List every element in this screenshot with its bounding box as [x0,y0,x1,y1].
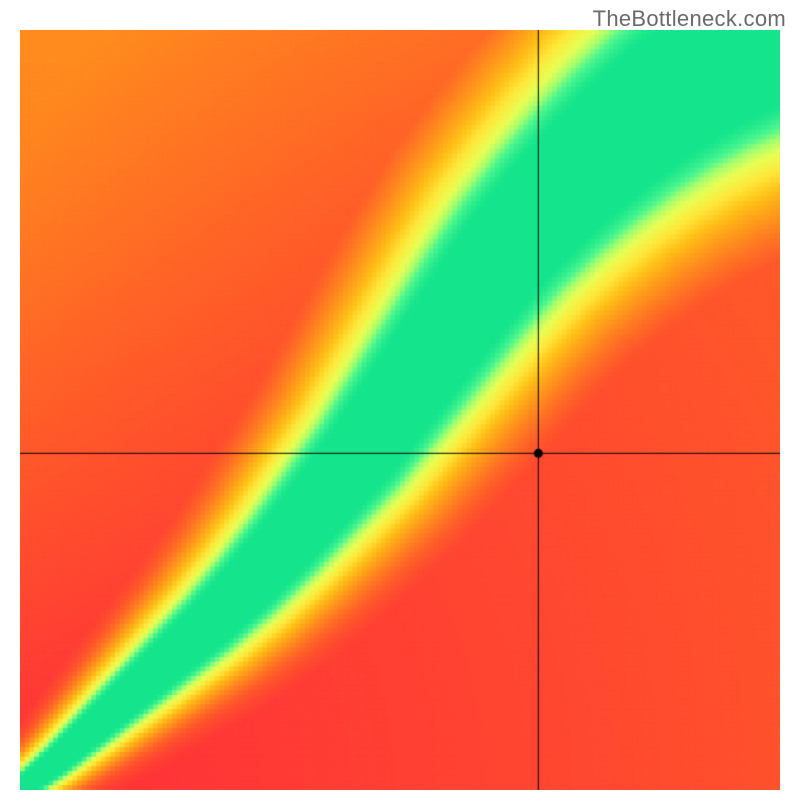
chart-container [20,30,780,790]
watermark-text: TheBottleneck.com [593,6,786,32]
bottleneck-heatmap [20,30,780,790]
